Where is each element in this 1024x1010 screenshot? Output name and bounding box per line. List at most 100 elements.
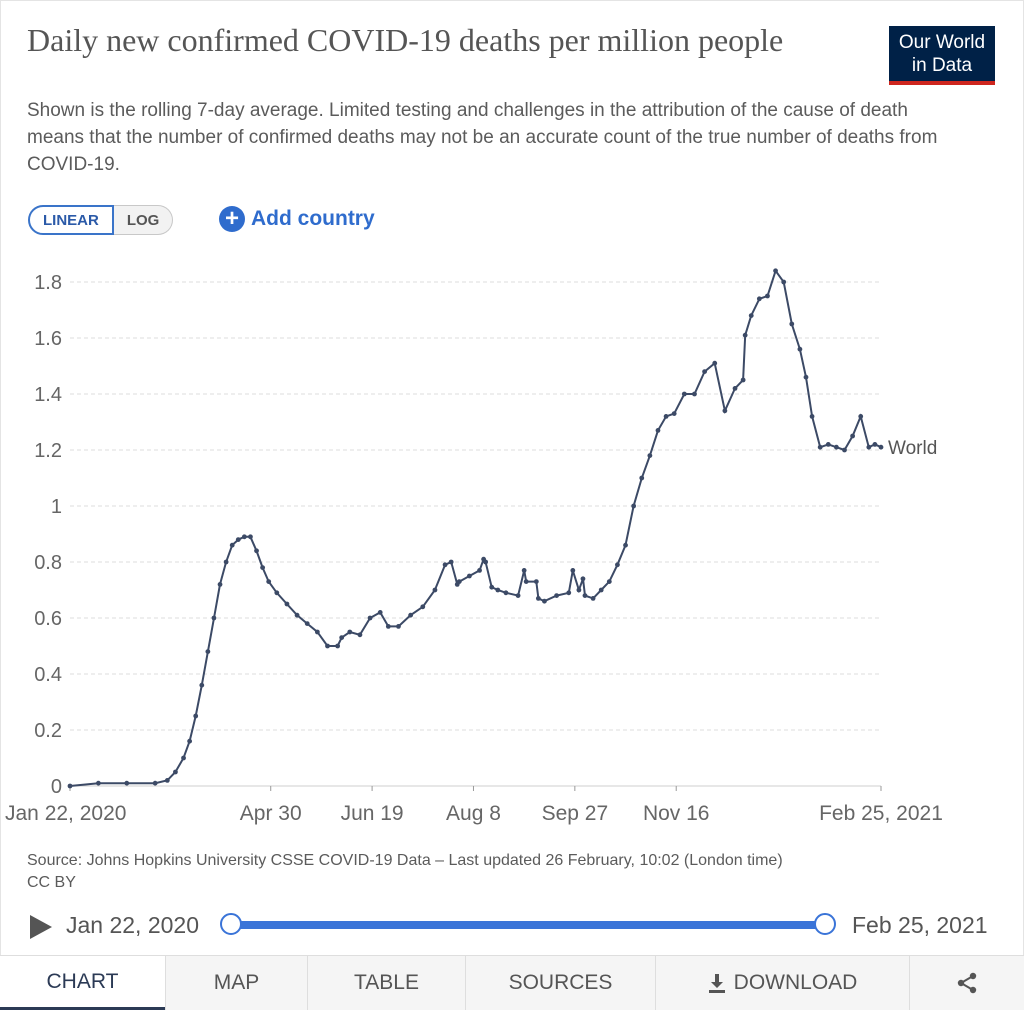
data-point[interactable]: [809, 414, 815, 419]
data-point[interactable]: [631, 503, 637, 509]
data-point[interactable]: [164, 778, 170, 783]
data-point[interactable]: [535, 596, 541, 601]
tab-chart[interactable]: CHART: [0, 956, 165, 1010]
data-point[interactable]: [187, 738, 193, 744]
owid-logo[interactable]: Our World in Data: [889, 26, 995, 85]
data-point[interactable]: [872, 442, 878, 447]
data-point[interactable]: [590, 596, 596, 601]
log-scale-button[interactable]: LOG: [113, 205, 174, 235]
data-point[interactable]: [477, 568, 482, 573]
data-point[interactable]: [773, 268, 778, 274]
data-point[interactable]: [266, 579, 272, 584]
data-point[interactable]: [396, 624, 401, 629]
tab-download[interactable]: DOWNLOAD: [655, 956, 909, 1010]
data-point[interactable]: [467, 573, 472, 579]
data-point[interactable]: [842, 447, 847, 453]
data-point[interactable]: [639, 475, 645, 481]
data-point[interactable]: [357, 632, 363, 638]
data-point[interactable]: [866, 444, 872, 450]
play-icon[interactable]: [30, 915, 52, 939]
data-point[interactable]: [347, 629, 353, 635]
data-point[interactable]: [489, 584, 495, 590]
data-point[interactable]: [408, 612, 414, 618]
data-point[interactable]: [817, 444, 823, 450]
data-point[interactable]: [211, 615, 217, 621]
data-point[interactable]: [722, 408, 728, 414]
data-point[interactable]: [606, 579, 612, 584]
data-point[interactable]: [663, 414, 669, 419]
data-point[interactable]: [756, 296, 762, 302]
timeline-track[interactable]: [231, 921, 825, 929]
data-point[interactable]: [124, 780, 130, 786]
data-point[interactable]: [448, 559, 454, 565]
data-point[interactable]: [748, 313, 754, 318]
data-point[interactable]: [742, 332, 748, 338]
data-point[interactable]: [554, 593, 559, 598]
data-point[interactable]: [205, 649, 211, 654]
data-point[interactable]: [420, 604, 426, 610]
data-point[interactable]: [335, 643, 341, 649]
data-point[interactable]: [432, 587, 438, 593]
data-point[interactable]: [217, 582, 223, 587]
data-point[interactable]: [570, 568, 576, 573]
data-point[interactable]: [181, 755, 186, 761]
data-point[interactable]: [521, 568, 527, 573]
data-point[interactable]: [598, 587, 604, 593]
data-point[interactable]: [655, 428, 661, 433]
data-point[interactable]: [789, 321, 795, 327]
data-point[interactable]: [314, 629, 320, 635]
data-point[interactable]: [781, 279, 787, 285]
data-point[interactable]: [692, 391, 697, 397]
data-point[interactable]: [229, 542, 235, 548]
data-point[interactable]: [377, 610, 383, 615]
tab-share[interactable]: [909, 956, 1024, 1010]
data-point[interactable]: [647, 453, 653, 458]
data-point[interactable]: [254, 548, 259, 554]
data-point[interactable]: [858, 414, 864, 419]
data-point[interactable]: [803, 374, 809, 380]
data-point[interactable]: [241, 534, 247, 540]
add-country-button[interactable]: + Add country: [219, 206, 375, 232]
timeline-end-handle[interactable]: [814, 913, 836, 935]
data-point[interactable]: [385, 624, 391, 629]
data-point[interactable]: [284, 601, 290, 607]
data-point[interactable]: [542, 598, 547, 604]
data-point[interactable]: [566, 590, 572, 596]
tab-table[interactable]: TABLE: [307, 956, 465, 1010]
data-point[interactable]: [199, 682, 205, 688]
data-point[interactable]: [339, 635, 345, 640]
data-point[interactable]: [797, 346, 803, 352]
data-point[interactable]: [582, 593, 588, 598]
data-point[interactable]: [235, 537, 241, 542]
data-point[interactable]: [765, 293, 770, 299]
data-point[interactable]: [523, 579, 529, 584]
data-point[interactable]: [576, 587, 582, 593]
data-point[interactable]: [623, 542, 628, 548]
data-point[interactable]: [173, 769, 178, 775]
data-point[interactable]: [503, 590, 509, 596]
data-point[interactable]: [483, 559, 489, 565]
data-point[interactable]: [825, 442, 831, 447]
data-point[interactable]: [878, 444, 884, 450]
data-point[interactable]: [712, 360, 718, 366]
data-point[interactable]: [260, 565, 266, 570]
data-point[interactable]: [495, 587, 501, 593]
data-point[interactable]: [248, 534, 253, 540]
data-point[interactable]: [850, 433, 856, 439]
data-point[interactable]: [304, 621, 310, 626]
data-point[interactable]: [671, 411, 677, 416]
tab-sources[interactable]: SOURCES: [465, 956, 655, 1010]
data-point[interactable]: [442, 562, 448, 568]
data-point[interactable]: [740, 377, 746, 383]
data-point[interactable]: [325, 643, 330, 649]
data-point[interactable]: [515, 593, 521, 598]
data-point[interactable]: [274, 590, 280, 596]
series-line-world[interactable]: [69, 268, 882, 787]
data-point[interactable]: [681, 391, 687, 397]
data-point[interactable]: [533, 579, 539, 584]
tab-map[interactable]: MAP: [165, 956, 307, 1010]
data-point[interactable]: [193, 713, 199, 719]
data-point[interactable]: [152, 780, 158, 786]
data-point[interactable]: [456, 579, 462, 584]
data-point[interactable]: [95, 780, 101, 786]
